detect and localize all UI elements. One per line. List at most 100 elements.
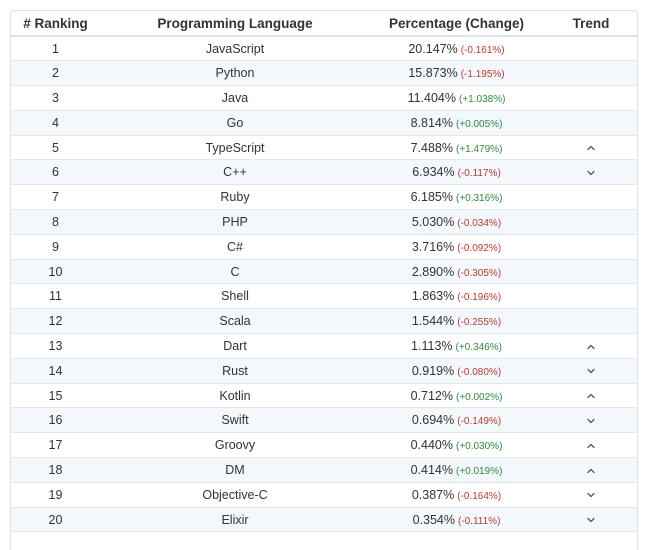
table-row[interactable]: 10 C 2.890% (-0.305%) xyxy=(11,259,637,285)
percentage-change: (-0.164%) xyxy=(457,490,502,502)
percentage-cell: 0.414% (+0.019%) xyxy=(370,457,543,483)
language-cell: C++ xyxy=(100,159,370,186)
rank-cell: 9 xyxy=(11,234,100,260)
trend-cell xyxy=(543,507,637,533)
header-language[interactable]: Programming Language xyxy=(100,11,370,37)
percentage-cell: 2.890% (-0.305%) xyxy=(370,259,543,285)
header-row: # Ranking Programming Language Percentag… xyxy=(11,11,637,37)
language-cell: Groovy xyxy=(100,432,370,459)
rank-cell: 1 xyxy=(11,36,100,62)
table-row[interactable]: 18 DM 0.414% (+0.019%) xyxy=(11,457,637,483)
table-row[interactable]: 4 Go 8.814% (+0.005%) xyxy=(11,110,637,136)
percentage-change: (-0.034%) xyxy=(457,217,502,229)
rank-cell: 11 xyxy=(11,283,100,310)
table-row[interactable]: 20 Elixir 0.354% (-0.111%) xyxy=(11,507,637,533)
table-row[interactable]: 2 Python 15.873% (-1.195%) xyxy=(11,60,637,87)
chevron-up-icon xyxy=(586,391,596,401)
header-ranking[interactable]: # Ranking xyxy=(11,11,100,37)
language-ranking-table: # Ranking Programming Language Percentag… xyxy=(11,11,637,533)
language-cell: TypeScript xyxy=(100,135,370,161)
rank-cell: 20 xyxy=(11,507,100,533)
percentage-value: 1.863% xyxy=(411,289,455,304)
rank-cell: 4 xyxy=(11,110,100,136)
header-percentage[interactable]: Percentage (Change) xyxy=(370,11,543,37)
percentage-cell: 6.185% (+0.316%) xyxy=(370,184,543,211)
rank-cell: 13 xyxy=(11,333,100,359)
language-cell: Python xyxy=(100,60,370,87)
table-row[interactable]: 14 Rust 0.919% (-0.080%) xyxy=(11,358,637,384)
percentage-change: (-0.196%) xyxy=(457,292,502,304)
percentage-cell: 0.387% (-0.164%) xyxy=(370,482,543,508)
table-row[interactable]: 1 JavaScript 20.147% (-0.161%) xyxy=(11,36,637,62)
percentage-cell: 11.404% (+1.038%) xyxy=(370,85,543,111)
rank-cell: 14 xyxy=(11,358,100,384)
language-cell: Dart xyxy=(100,333,370,359)
table-row[interactable]: 13 Dart 1.113% (+0.346%) xyxy=(11,333,637,359)
percentage-value: 0.414% xyxy=(410,462,453,477)
rank-cell: 5 xyxy=(11,135,100,161)
percentage-value: 1.544% xyxy=(411,314,455,329)
percentage-value: 0.440% xyxy=(410,438,453,453)
percentage-change: (-0.111%) xyxy=(457,515,501,527)
percentage-cell: 20.147% (-0.161%) xyxy=(370,36,543,62)
percentage-change: (-0.161%) xyxy=(460,44,505,56)
percentage-change: (+0.005%) xyxy=(455,118,503,130)
table-row[interactable]: 17 Groovy 0.440% (+0.030%) xyxy=(11,432,637,459)
language-cell: Swift xyxy=(100,407,370,434)
table-row[interactable]: 15 Kotlin 0.712% (+0.002%) xyxy=(11,383,637,409)
trend-cell xyxy=(543,358,637,384)
percentage-change: (+0.019%) xyxy=(455,465,503,477)
percentage-cell: 1.863% (-0.196%) xyxy=(370,283,543,310)
percentage-value: 6.185% xyxy=(410,190,453,205)
table-row[interactable]: 5 TypeScript 7.488% (+1.479%) xyxy=(11,135,637,161)
rank-cell: 12 xyxy=(11,308,100,335)
percentage-value: 5.030% xyxy=(411,214,455,229)
trend-cell xyxy=(543,407,637,434)
percentage-value: 2.890% xyxy=(411,264,455,279)
percentage-cell: 8.814% (+0.005%) xyxy=(370,110,543,136)
table-row[interactable]: 3 Java 11.404% (+1.038%) xyxy=(11,85,637,111)
table-row[interactable]: 9 C# 3.716% (-0.092%) xyxy=(11,234,637,260)
trend-cell xyxy=(543,85,637,111)
rank-cell: 8 xyxy=(11,209,100,235)
header-trend[interactable]: Trend xyxy=(543,11,637,37)
language-cell: DM xyxy=(100,457,370,483)
table-row[interactable]: 7 Ruby 6.185% (+0.316%) xyxy=(11,184,637,211)
percentage-value: 0.694% xyxy=(411,413,455,428)
table-body: 1 JavaScript 20.147% (-0.161%) 2 Python 15.873… xyxy=(11,36,637,533)
language-cell: Objective-C xyxy=(100,482,370,508)
chevron-down-icon xyxy=(586,366,596,376)
percentage-cell: 1.113% (+0.346%) xyxy=(370,333,543,359)
percentage-cell: 7.488% (+1.479%) xyxy=(370,135,543,161)
trend-cell xyxy=(543,159,637,186)
rank-cell: 17 xyxy=(11,432,100,459)
trend-cell xyxy=(543,457,637,483)
trend-cell xyxy=(543,60,637,87)
language-cell: Shell xyxy=(100,283,370,310)
table-row[interactable]: 8 PHP 5.030% (-0.034%) xyxy=(11,209,637,235)
trend-cell xyxy=(543,308,637,335)
language-cell: Kotlin xyxy=(100,383,370,409)
percentage-cell: 1.544% (-0.255%) xyxy=(370,308,543,335)
table-row[interactable]: 16 Swift 0.694% (-0.149%) xyxy=(11,407,637,434)
table-row[interactable]: 12 Scala 1.544% (-0.255%) xyxy=(11,308,637,335)
percentage-change: (+1.479%) xyxy=(455,143,503,155)
percentage-cell: 6.934% (-0.117%) xyxy=(370,159,543,186)
language-cell: Go xyxy=(100,110,370,136)
rank-cell: 10 xyxy=(11,259,100,285)
percentage-cell: 3.716% (-0.092%) xyxy=(370,234,543,260)
percentage-value: 20.147% xyxy=(408,41,458,56)
trend-cell xyxy=(543,234,637,260)
percentage-change: (+0.002%) xyxy=(455,391,503,403)
table-row[interactable]: 19 Objective-C 0.387% (-0.164%) xyxy=(11,482,637,508)
trend-cell xyxy=(543,383,637,409)
percentage-value: 0.387% xyxy=(411,487,455,502)
rank-cell: 7 xyxy=(11,184,100,211)
language-cell: JavaScript xyxy=(100,36,370,62)
rank-cell: 19 xyxy=(11,482,100,508)
percentage-value: 0.354% xyxy=(412,512,455,527)
table-row[interactable]: 6 C++ 6.934% (-0.117%) xyxy=(11,159,637,186)
table-row[interactable]: 11 Shell 1.863% (-0.196%) xyxy=(11,283,637,310)
percentage-value: 0.919% xyxy=(411,363,455,378)
language-cell: PHP xyxy=(100,209,370,235)
